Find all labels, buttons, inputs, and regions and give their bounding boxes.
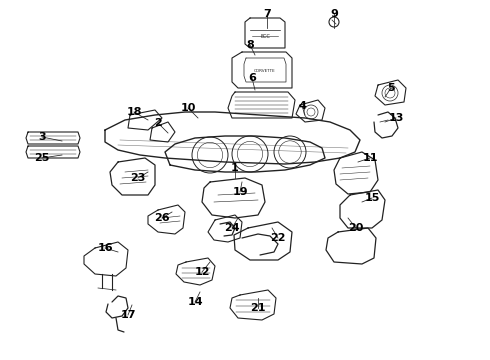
Text: 16: 16 <box>97 243 113 253</box>
Text: 17: 17 <box>120 310 136 320</box>
Text: 8: 8 <box>246 40 254 50</box>
Text: 9: 9 <box>330 9 338 19</box>
Text: CORVETTE: CORVETTE <box>254 69 276 73</box>
Text: 11: 11 <box>362 153 378 163</box>
Text: 5: 5 <box>387 83 395 93</box>
Text: 1: 1 <box>231 163 239 173</box>
Text: 22: 22 <box>270 233 286 243</box>
Text: 21: 21 <box>250 303 266 313</box>
Text: 18: 18 <box>126 107 142 117</box>
Text: 10: 10 <box>180 103 196 113</box>
Text: 7: 7 <box>263 9 271 19</box>
Text: 26: 26 <box>154 213 170 223</box>
Text: 6: 6 <box>248 73 256 83</box>
Text: 3: 3 <box>38 132 46 142</box>
Text: 24: 24 <box>224 223 240 233</box>
Text: 4: 4 <box>298 101 306 111</box>
Text: 20: 20 <box>348 223 364 233</box>
Text: 19: 19 <box>232 187 248 197</box>
Text: 12: 12 <box>194 267 210 277</box>
Text: 13: 13 <box>388 113 404 123</box>
Text: 14: 14 <box>187 297 203 307</box>
Text: ECC: ECC <box>260 34 270 39</box>
Text: 2: 2 <box>154 118 162 128</box>
Text: 23: 23 <box>130 173 146 183</box>
Text: 25: 25 <box>34 153 49 163</box>
Text: 15: 15 <box>364 193 380 203</box>
